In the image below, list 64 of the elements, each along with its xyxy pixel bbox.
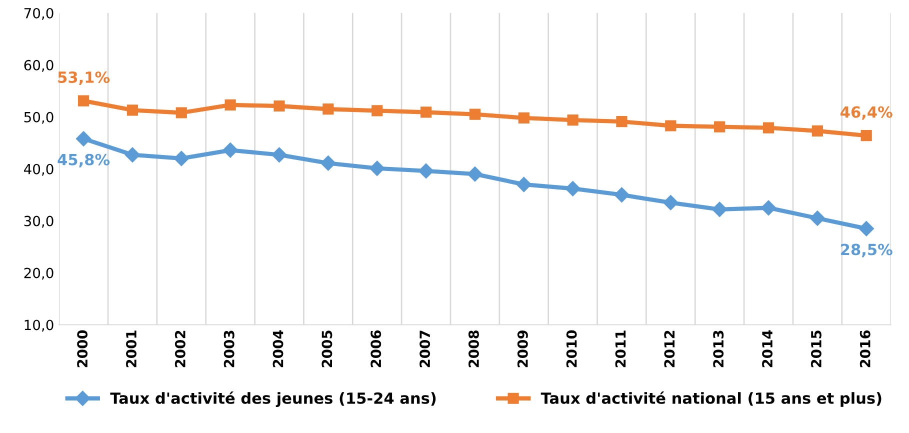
point <box>665 120 676 132</box>
legend-label: Taux d'activité national (15 ans et plus) <box>540 392 882 407</box>
x-tick-label: 2016 <box>860 330 870 368</box>
point <box>372 105 383 116</box>
x-tick-label: 2015 <box>810 330 822 368</box>
x-tick-label: 2009 <box>517 330 528 368</box>
annotation: 45,8% <box>58 154 110 168</box>
annotation: 28,5% <box>841 244 892 258</box>
x-tick-label: 2014 <box>762 330 773 368</box>
point <box>76 131 92 146</box>
x-tick-label: 2010 <box>566 330 577 368</box>
y-tick-label: 30,0 <box>24 216 54 228</box>
point <box>322 104 334 115</box>
point <box>222 142 238 158</box>
point <box>320 156 336 171</box>
point <box>812 125 823 136</box>
point <box>469 108 481 120</box>
point <box>467 166 483 182</box>
point <box>663 195 678 210</box>
x-tick-label: 2006 <box>370 330 382 368</box>
y-tick-label: 10,0 <box>24 320 54 332</box>
point <box>760 200 776 216</box>
point <box>762 122 774 134</box>
x-tick-label: 2005 <box>322 330 332 368</box>
point <box>616 116 628 128</box>
point <box>174 150 189 166</box>
point <box>567 114 578 126</box>
point <box>420 106 432 118</box>
point <box>858 221 874 236</box>
point <box>78 95 90 106</box>
point <box>810 210 825 226</box>
point <box>565 181 580 196</box>
x-tick-label: 2001 <box>126 330 137 368</box>
y-tick-label: 50,0 <box>24 112 54 124</box>
annotation: 53,1% <box>58 71 110 85</box>
x-tick-label: 2003 <box>224 330 234 368</box>
y-tick-label: 40,0 <box>24 164 54 176</box>
x-tick-label: 2004 <box>272 330 284 368</box>
point <box>516 176 532 192</box>
x-tick-label: 2011 <box>615 330 626 368</box>
point <box>712 202 728 217</box>
y-tick-label: 20,0 <box>24 268 54 280</box>
point <box>124 147 140 162</box>
point <box>224 99 236 111</box>
x-tick-label: 2002 <box>174 330 186 368</box>
point <box>518 112 530 124</box>
point <box>126 104 138 116</box>
x-tick-label: 2008 <box>468 330 479 368</box>
point <box>370 160 385 176</box>
x-tick-label: 2013 <box>713 330 724 368</box>
point <box>272 147 287 162</box>
point <box>714 121 726 132</box>
point <box>860 130 872 142</box>
point <box>418 163 434 179</box>
annotation: 46,4% <box>840 106 892 120</box>
point <box>614 187 630 202</box>
x-tick-label: 2000 <box>77 330 88 368</box>
point <box>176 107 187 118</box>
point <box>274 100 285 112</box>
y-tick-label: 70,0 <box>24 8 54 20</box>
y-tick-label: 60,0 <box>24 60 54 72</box>
legend-label: Taux d'activité des jeunes (15-24 ans) <box>110 392 436 408</box>
x-tick-label: 2012 <box>664 330 675 368</box>
x-tick-label: 2007 <box>420 330 430 368</box>
